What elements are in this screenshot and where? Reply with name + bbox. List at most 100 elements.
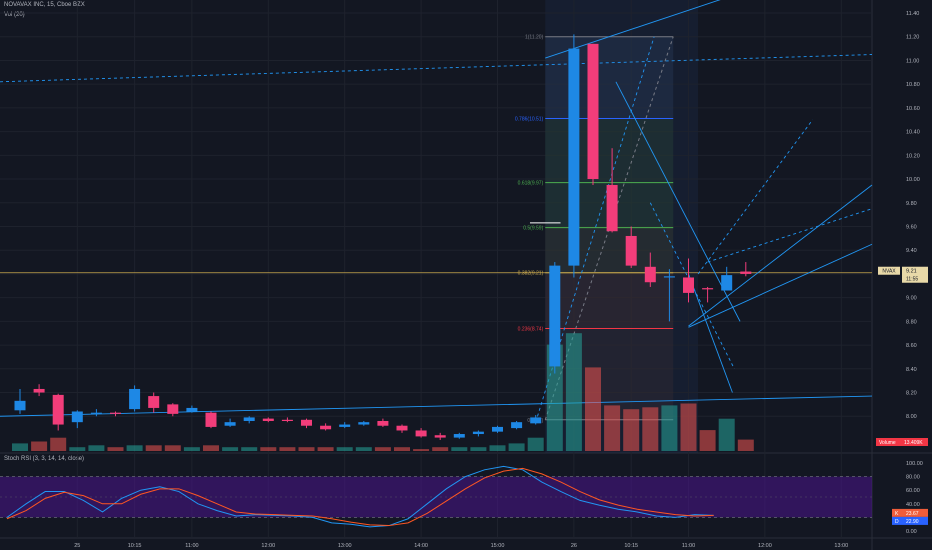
candle-body	[148, 396, 160, 408]
candle-body	[721, 275, 733, 291]
volume-bar	[604, 405, 621, 451]
stoch-d-badge	[892, 516, 928, 525]
price-tick-label: 8.00	[906, 414, 917, 420]
fib-zone	[545, 118, 674, 183]
chart-title: NOVAVAX INC, 15, Cboe BZX	[4, 2, 85, 8]
stoch-tick-label: 100.00	[906, 461, 923, 467]
up-channel-lower	[688, 243, 873, 328]
price-badge	[902, 266, 928, 283]
price-tick-label: 11.40	[906, 11, 919, 17]
volume-bar	[374, 447, 391, 451]
volume-bar	[50, 437, 67, 451]
candle-body	[396, 425, 408, 431]
candle-body	[339, 424, 351, 427]
stoch-label: Stoch RSI (3, 3, 14, 14, close)	[4, 456, 85, 462]
candle-body	[71, 411, 83, 423]
stoch-k-badge	[892, 508, 928, 517]
candle-body	[110, 412, 121, 414]
time-tick-label: 10:15	[128, 543, 142, 549]
volume-bar	[88, 445, 105, 451]
candle-body	[472, 431, 484, 435]
volume-bar	[546, 344, 563, 451]
down-trend-line	[615, 81, 741, 322]
trend-lines	[0, 0, 873, 423]
volume-bar	[203, 445, 219, 451]
price-tick-label: 11.00	[906, 58, 919, 64]
candle-body	[129, 388, 141, 410]
time-tick-label: 26	[571, 543, 577, 549]
down-trend-dotted	[649, 202, 735, 370]
axes: 11.40 11.20 11.00 10.80 10.60 10.40 10.20 10.00…	[74, 11, 923, 549]
stoch-k-label: K	[895, 511, 899, 517]
fib-level-label: 0.382(9.21)	[518, 271, 544, 277]
stoch-d-line	[6, 467, 714, 527]
volume-bar	[642, 407, 659, 451]
candle-body	[52, 394, 64, 425]
fib-zone	[545, 36, 674, 119]
candle-body	[492, 426, 503, 432]
price-tick-label: 8.80	[906, 319, 917, 325]
volume-bar	[699, 430, 716, 451]
candle-body	[224, 422, 236, 426]
candle-body	[530, 417, 542, 424]
time-tick-label: 12:00	[261, 543, 275, 549]
time-tick-label: 25	[74, 543, 80, 549]
up-channel-upper	[688, 184, 873, 327]
symbol-badge-text: NVAX	[882, 269, 896, 275]
price-tick-label: 9.80	[906, 201, 917, 207]
price-tick-label: 10.80	[906, 82, 920, 88]
fib-level-label: 1(11.20)	[525, 35, 544, 41]
time-tick-label: 15:00	[491, 543, 505, 549]
candle-body	[740, 271, 752, 274]
fib-level-label: 0.786(10.51)	[515, 117, 544, 123]
volume-bar	[222, 447, 239, 451]
price-badge-value: 9.21	[906, 269, 917, 275]
volume-bar	[413, 449, 430, 451]
volume-bar	[336, 447, 353, 451]
stoch-tick-label: 0.00	[906, 529, 917, 535]
candle-body	[683, 277, 694, 293]
candle-body	[243, 417, 255, 421]
volume-bar	[585, 367, 601, 451]
candle-body	[33, 388, 45, 393]
price-tick-label: 10.20	[906, 153, 920, 159]
volume-bar	[355, 447, 372, 451]
time-tick-label: 11:00	[185, 543, 198, 549]
price-tick-label: 9.60	[906, 224, 917, 230]
candle-body	[663, 276, 675, 278]
trend-line-dotted-top	[0, 54, 873, 83]
fib-level-label: 0.618(9.97)	[518, 181, 544, 187]
candle-body	[549, 265, 561, 367]
stoch-d-label: D	[895, 519, 899, 525]
volume-bar	[183, 447, 200, 451]
countdown-text: 11:55	[906, 277, 918, 283]
volume-bar	[164, 445, 181, 451]
volume-bar	[298, 447, 315, 451]
candle-body	[606, 184, 618, 232]
time-tick-label: 13:00	[834, 543, 848, 549]
volume-bar	[470, 447, 487, 451]
stoch-rsi-pane	[0, 465, 872, 528]
candle-body	[587, 43, 599, 180]
candle-body	[262, 418, 274, 421]
volume-bar	[489, 445, 506, 451]
volume-bar	[737, 439, 754, 451]
candle-body	[358, 422, 370, 425]
volume-bar	[451, 447, 468, 451]
volume-bar	[126, 445, 143, 451]
volume-bar	[508, 443, 525, 451]
volume-bar	[241, 447, 258, 451]
volume-bar	[394, 447, 410, 451]
candle-body	[644, 266, 656, 283]
stoch-k-value: 23.67	[906, 511, 919, 517]
stoch-tick-label: 60.00	[906, 488, 920, 494]
price-badges: NVAX 9.21 11:55 Volume 13.409K K 23.67 D 22.90	[876, 266, 928, 525]
candle-body	[568, 48, 580, 266]
price-tick-label: 10.60	[906, 106, 920, 112]
volume-bar	[432, 447, 449, 451]
price-tick-label: 9.40	[906, 248, 917, 254]
channel-top-line	[545, 0, 721, 59]
candle-body	[186, 407, 198, 412]
